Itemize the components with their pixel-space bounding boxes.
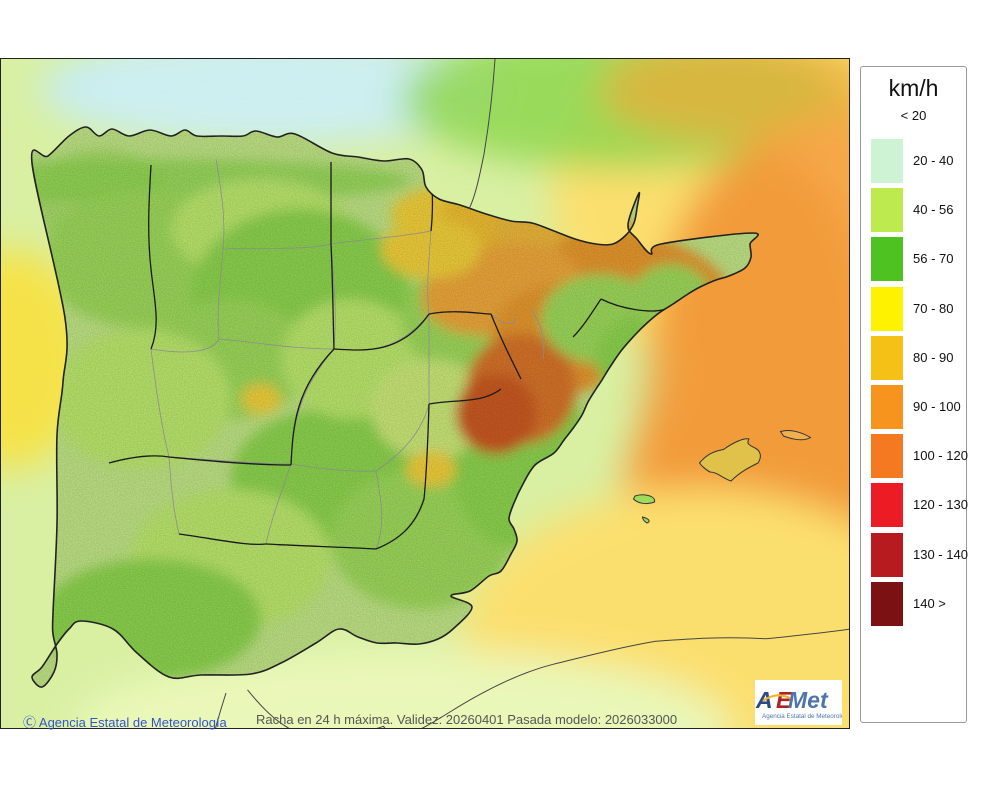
- svg-text:Met: Met: [788, 687, 829, 713]
- svg-text:Agencia Estatal de Meteorologí: Agencia Estatal de Meteorología: [762, 713, 842, 720]
